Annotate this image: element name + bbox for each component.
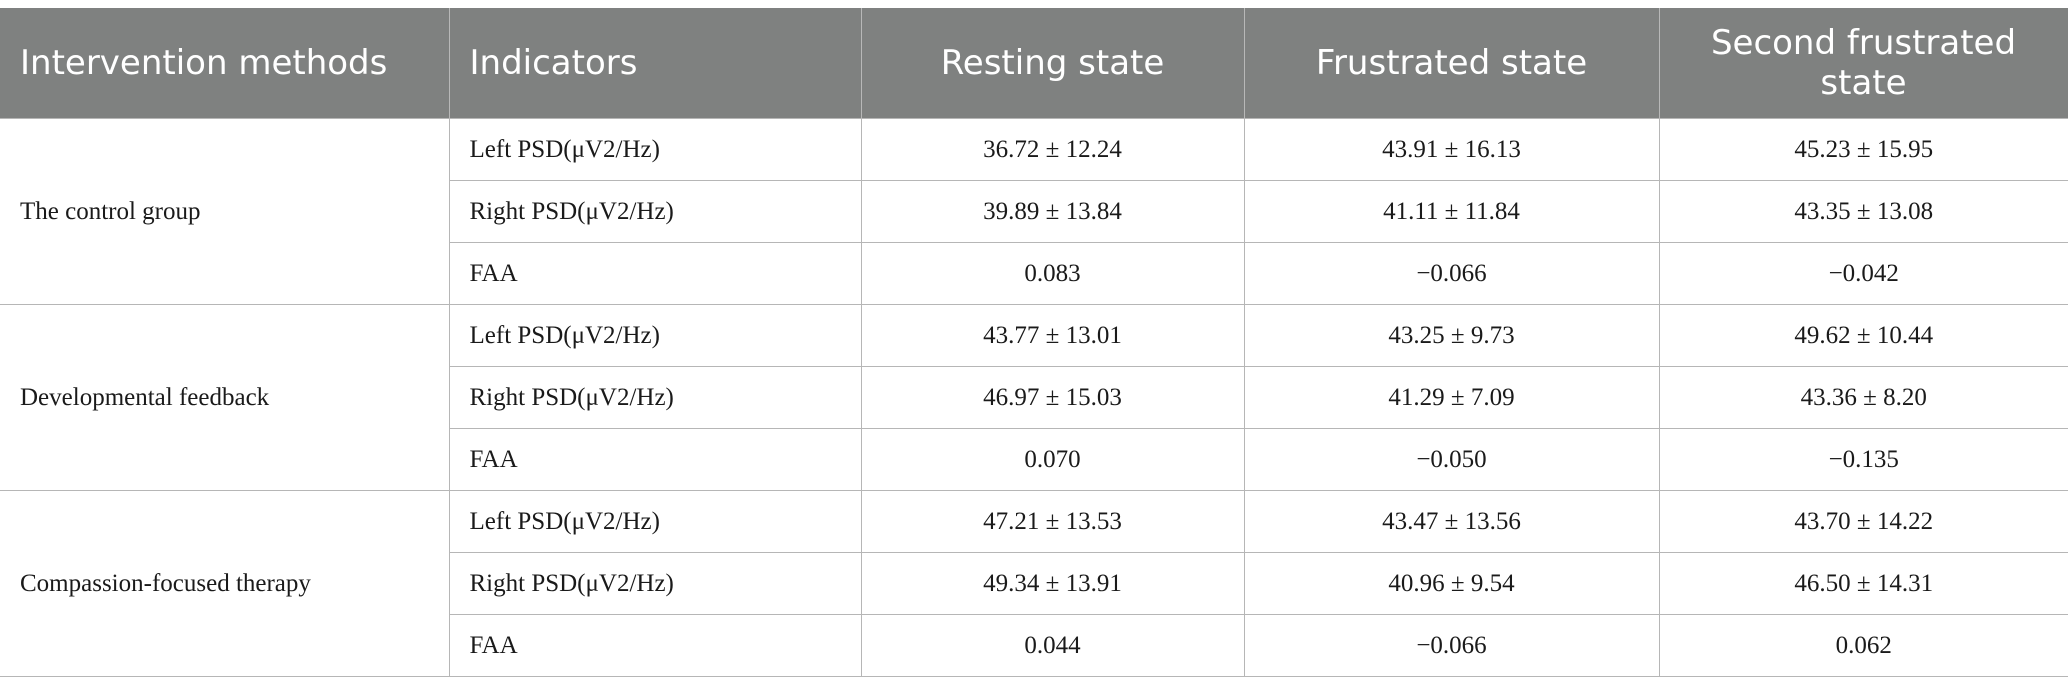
resting-cell: 39.89 ± 13.84: [860, 180, 1245, 243]
resting-cell: 47.21 ± 13.53: [860, 490, 1245, 553]
resting-cell: 0.083: [860, 242, 1245, 305]
header-intervention-methods: Intervention methods: [0, 8, 450, 119]
indicator-cell: Left PSD(μV2/Hz): [448, 118, 862, 181]
group-name-compassion: Compassion-focused therapy: [0, 490, 450, 677]
second-frustrated-cell: −0.135: [1658, 428, 2068, 491]
frustrated-cell: −0.066: [1243, 242, 1660, 305]
table-row: Compassion-focused therapy Left PSD(μV2/…: [0, 490, 2068, 677]
table-row: FAA 0.044 −0.066 0.062: [0, 614, 2068, 677]
frustrated-cell: 43.25 ± 9.73: [1243, 304, 1660, 367]
group-name-developmental: Developmental feedback: [0, 304, 450, 491]
second-frustrated-cell: 46.50 ± 14.31: [1658, 552, 2068, 615]
indicator-cell: Right PSD(μV2/Hz): [449, 180, 862, 243]
frustrated-cell: 43.91 ± 16.13: [1243, 118, 1660, 181]
resting-cell: 49.34 ± 13.91: [860, 552, 1245, 615]
resting-cell: 36.72 ± 12.24: [860, 118, 1245, 181]
results-table: Intervention methods Indicators Resting …: [0, 8, 2068, 677]
table-row: Right PSD(μV2/Hz) 49.34 ± 13.91 40.96 ± …: [0, 552, 2068, 615]
indicator-cell: FAA: [449, 614, 862, 677]
frustrated-cell: 43.47 ± 13.56: [1243, 490, 1660, 553]
indicator-cell: Left PSD(μV2/Hz): [448, 304, 862, 367]
header-second-frustrated-state: Second frustrated state: [1659, 8, 2068, 119]
frustrated-cell: −0.066: [1243, 614, 1660, 677]
resting-cell: 46.97 ± 15.03: [860, 366, 1245, 429]
resting-cell: 0.044: [860, 614, 1245, 677]
table-row: Right PSD(μV2/Hz) 39.89 ± 13.84 41.11 ± …: [0, 180, 2068, 243]
header-indicators: Indicators: [449, 8, 862, 119]
resting-cell: 0.070: [860, 428, 1245, 491]
indicator-cell: FAA: [449, 428, 862, 491]
indicator-cell: FAA: [449, 242, 862, 305]
table-row: FAA 0.083 −0.066 −0.042: [0, 242, 2068, 305]
second-frustrated-cell: 43.35 ± 13.08: [1658, 180, 2068, 243]
header-row: Intervention methods Indicators Resting …: [0, 8, 2068, 119]
indicator-cell: Right PSD(μV2/Hz): [449, 366, 862, 429]
table-row: FAA 0.070 −0.050 −0.135: [0, 428, 2068, 491]
second-frustrated-cell: 0.062: [1658, 614, 2068, 677]
table-row: Right PSD(μV2/Hz) 46.97 ± 15.03 41.29 ± …: [0, 366, 2068, 429]
indicator-cell: Left PSD(μV2/Hz): [448, 490, 862, 553]
second-frustrated-cell: 43.36 ± 8.20: [1658, 366, 2068, 429]
second-frustrated-cell: −0.042: [1658, 242, 2068, 305]
resting-cell: 43.77 ± 13.01: [860, 304, 1245, 367]
frustrated-cell: 40.96 ± 9.54: [1243, 552, 1660, 615]
second-frustrated-cell: 49.62 ± 10.44: [1658, 304, 2068, 367]
table-row: Developmental feedback Left PSD(μV2/Hz) …: [0, 304, 2068, 491]
table-row: The control group Left PSD(μV2/Hz) 36.72…: [0, 118, 2068, 305]
second-frustrated-cell: 43.70 ± 14.22: [1658, 490, 2068, 553]
frustrated-cell: 41.11 ± 11.84: [1243, 180, 1660, 243]
indicator-cell: Right PSD(μV2/Hz): [449, 552, 862, 615]
frustrated-cell: 41.29 ± 7.09: [1243, 366, 1660, 429]
second-frustrated-cell: 45.23 ± 15.95: [1658, 118, 2068, 181]
frustrated-cell: −0.050: [1243, 428, 1660, 491]
group-name-control: The control group: [0, 118, 450, 305]
header-resting-state: Resting state: [861, 8, 1245, 119]
header-frustrated-state: Frustrated state: [1244, 8, 1660, 119]
